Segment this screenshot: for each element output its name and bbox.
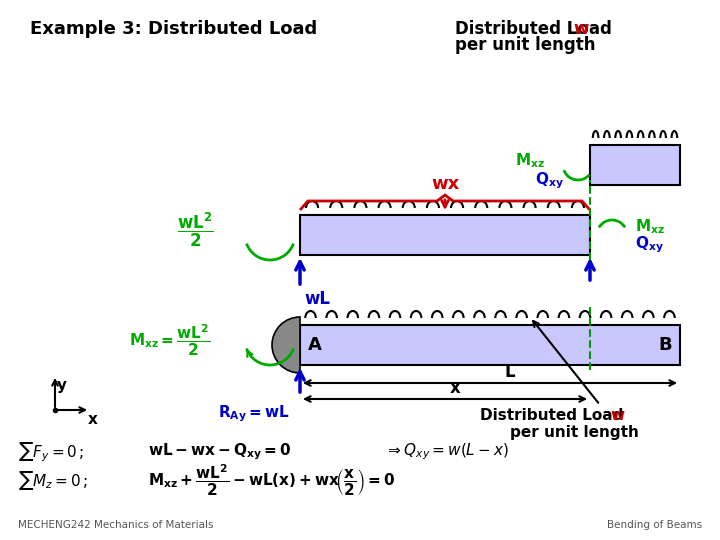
Text: y: y [57, 378, 67, 393]
Text: Distributed Load: Distributed Load [480, 408, 629, 422]
Text: x: x [449, 379, 460, 397]
FancyBboxPatch shape [590, 145, 680, 185]
Text: $\sum M_z = 0\,;$: $\sum M_z = 0\,;$ [18, 469, 88, 491]
Text: $\mathbf{Q_{xy}}$: $\mathbf{Q_{xy}}$ [535, 171, 564, 191]
Text: $\sum F_y = 0\,;$: $\sum F_y = 0\,;$ [18, 440, 84, 464]
Text: $\mathbf{M_{xz}=\dfrac{wL^2}{2}}$: $\mathbf{M_{xz}=\dfrac{wL^2}{2}}$ [130, 322, 211, 357]
Text: w: w [610, 408, 624, 422]
Text: A: A [308, 336, 322, 354]
Text: wL: wL [304, 290, 330, 308]
Text: $\mathbf{M_{xz}}$: $\mathbf{M_{xz}}$ [515, 152, 545, 170]
Text: $\mathbf{R_{Ay}=wL}$: $\mathbf{R_{Ay}=wL}$ [218, 403, 290, 423]
Text: $\mathbf{\dfrac{wL^2}{2}}$: $\mathbf{\dfrac{wL^2}{2}}$ [176, 211, 213, 249]
Text: $\mathbf{wL - wx - Q_{xy} = 0}$: $\mathbf{wL - wx - Q_{xy} = 0}$ [148, 442, 291, 462]
Text: w: w [573, 20, 588, 38]
Text: $\mathbf{M_{xz} + \dfrac{wL^2}{2} - wL(x) + wx\!\left(\dfrac{x}{2}\right) = 0}$: $\mathbf{M_{xz} + \dfrac{wL^2}{2} - wL(x… [148, 462, 395, 498]
Wedge shape [272, 317, 300, 373]
Text: per unit length: per unit length [455, 36, 595, 54]
Text: $\mathbf{Q_{xy}}$: $\mathbf{Q_{xy}}$ [635, 235, 664, 255]
Text: $\mathbf{M_{xz}}$: $\mathbf{M_{xz}}$ [635, 218, 665, 237]
Text: Distributed Load: Distributed Load [455, 20, 618, 38]
Text: x: x [88, 412, 98, 427]
Text: L: L [505, 363, 516, 381]
Text: MECHENG242 Mechanics of Materials: MECHENG242 Mechanics of Materials [18, 520, 214, 530]
FancyBboxPatch shape [300, 325, 680, 365]
Text: B: B [658, 336, 672, 354]
Text: Bending of Beams: Bending of Beams [607, 520, 702, 530]
Text: wx: wx [431, 175, 459, 193]
FancyBboxPatch shape [300, 215, 590, 255]
Text: $\Rightarrow Q_{xy} = w(L-x)$: $\Rightarrow Q_{xy} = w(L-x)$ [385, 442, 509, 462]
Text: per unit length: per unit length [510, 424, 639, 440]
Text: Example 3: Distributed Load: Example 3: Distributed Load [30, 20, 318, 38]
